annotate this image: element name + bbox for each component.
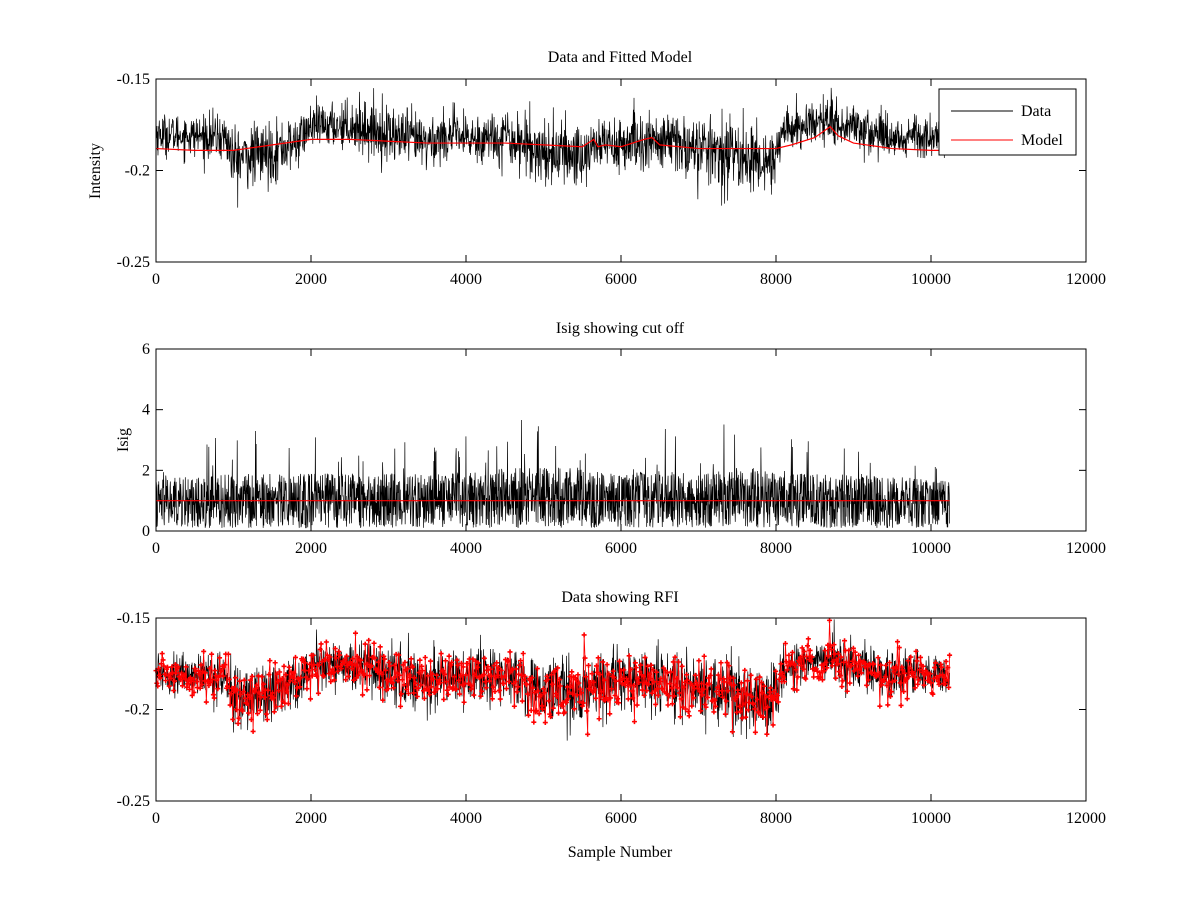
y-tick-label: -0.25 xyxy=(117,793,150,810)
panel-isig: Isig showing cut off Isig 0 2000 4000 6000 8… xyxy=(115,320,1106,557)
x-tick-label: 12000 xyxy=(1066,271,1106,288)
y-tick-label: -0.2 xyxy=(125,702,150,719)
x-tick-label: 6000 xyxy=(605,271,637,288)
x-tick-label: 4000 xyxy=(450,271,482,288)
panel-data-rfi: Data showing RFI 0 2000 4000 6000 8000 10000 1… xyxy=(117,589,1106,861)
y-tick-label: 0 xyxy=(142,523,150,540)
y-axis-label: Isig xyxy=(115,428,132,452)
plot-background xyxy=(156,618,1086,801)
plot-area: 0 2000 4000 6000 8000 10000 12000 -0.15 -0.2 -0.2… xyxy=(117,610,1106,827)
x-tick-label: 0 xyxy=(152,810,160,827)
y-tick-label: -0.15 xyxy=(117,71,150,88)
x-tick-label: 12000 xyxy=(1066,810,1106,827)
x-tick-label: 0 xyxy=(152,271,160,288)
series-isig-line xyxy=(155,420,950,529)
legend-label-model: Model xyxy=(1021,132,1063,149)
chart-title: Data showing RFI xyxy=(561,589,678,606)
x-tick-label: 8000 xyxy=(760,540,792,557)
series-layer xyxy=(153,617,953,741)
y-tick-label: -0.15 xyxy=(117,610,150,627)
legend: Data Model xyxy=(938,88,1077,156)
x-tick-label: 10000 xyxy=(911,271,951,288)
x-tick-label: 8000 xyxy=(760,810,792,827)
y-tick-label: 6 xyxy=(142,341,150,358)
legend-box xyxy=(938,88,1077,156)
x-tick-label: 12000 xyxy=(1066,540,1106,557)
legend-label-data: Data xyxy=(1021,103,1051,120)
plot-area: 0 2000 4000 6000 8000 10000 12000 0 2 4 6 xyxy=(142,341,1106,557)
plot-area: 0 2000 4000 6000 8000 10000 12000 -0.15 -0.2 -0.2… xyxy=(117,71,1106,288)
x-tick-label: 8000 xyxy=(760,271,792,288)
chart-title: Isig showing cut off xyxy=(556,320,685,337)
plot-background xyxy=(156,79,1086,262)
chart-title: Data and Fitted Model xyxy=(548,49,693,66)
x-tick-label: 6000 xyxy=(605,540,637,557)
x-tick-label: 4000 xyxy=(450,810,482,827)
x-tick-label: 2000 xyxy=(295,271,327,288)
y-tick-label: -0.25 xyxy=(117,254,150,271)
series-model-line xyxy=(155,125,950,151)
x-tick-label: 10000 xyxy=(911,540,951,557)
x-tick-label: 2000 xyxy=(295,540,327,557)
x-axis-label: Sample Number xyxy=(568,844,673,861)
y-tick-label: -0.2 xyxy=(125,163,150,180)
y-tick-label: 4 xyxy=(142,402,150,419)
y-tick-label: 2 xyxy=(142,462,150,479)
series-data-line xyxy=(155,87,950,208)
panel-data-fitted-model: Data and Fitted Model Intensity 0 2000 400… xyxy=(87,49,1106,288)
x-tick-label: 10000 xyxy=(911,810,951,827)
x-tick-label: 4000 xyxy=(450,540,482,557)
series-layer xyxy=(155,87,950,208)
x-tick-label: 2000 xyxy=(295,810,327,827)
series-layer xyxy=(155,420,950,529)
series-rfi-line xyxy=(155,620,950,735)
x-tick-label: 6000 xyxy=(605,810,637,827)
x-tick-label: 0 xyxy=(152,540,160,557)
y-axis-label: Intensity xyxy=(87,143,104,199)
